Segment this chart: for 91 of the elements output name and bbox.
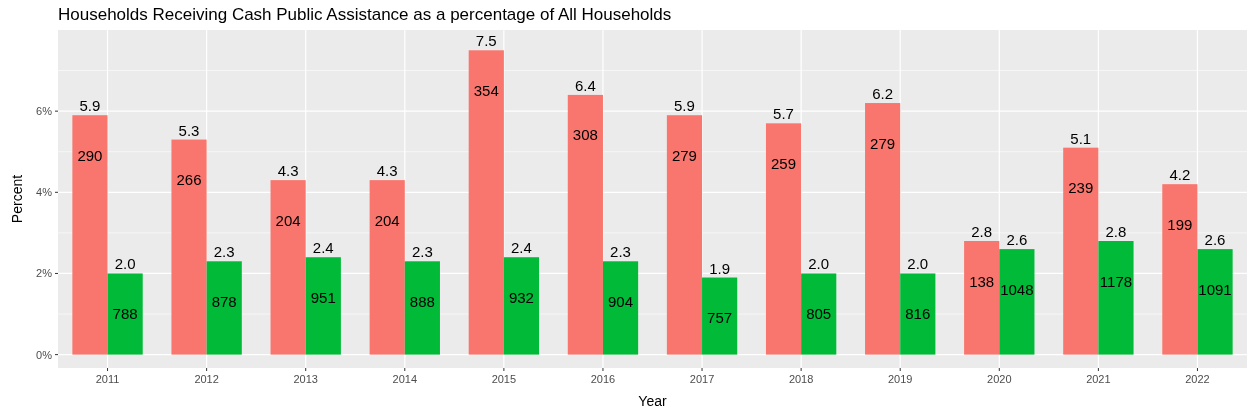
x-axis-title: Year: [638, 393, 667, 409]
annotation: 279: [671, 146, 697, 164]
data-label: 4.2: [1169, 166, 1191, 184]
x-tick-label: 2012: [194, 373, 219, 385]
data-label: 5.9: [674, 97, 695, 115]
bar: [801, 273, 837, 355]
annotation: 259: [771, 154, 797, 172]
x-tick-label: 2015: [491, 373, 517, 385]
annotation: 1048: [1000, 280, 1034, 298]
x-tick-label: 2016: [590, 373, 616, 385]
x-tick-label: 2017: [689, 373, 715, 385]
y-axis-title: Percent: [9, 174, 25, 224]
chart-title: Households Receiving Cash Public Assistance as a percentage of All Households: [58, 5, 672, 24]
bar: [1063, 147, 1099, 355]
bar: [206, 261, 242, 355]
data-label: 5.1: [1070, 129, 1092, 147]
bar: [999, 249, 1035, 355]
annotation: 757: [707, 309, 733, 327]
bar: [865, 103, 901, 355]
x-tick-label: 2018: [788, 373, 814, 385]
bar: [369, 180, 405, 355]
bar: [468, 50, 504, 355]
y-tick-label: 4%: [36, 186, 53, 199]
x-tick-label: 2013: [293, 373, 318, 385]
data-label: 5.7: [773, 105, 794, 123]
bar: [270, 180, 306, 355]
data-label: 6.4: [574, 76, 596, 94]
x-tick-label: 2020: [987, 373, 1012, 385]
bar: [1162, 184, 1198, 355]
bar: [964, 241, 1000, 355]
data-label: 2.0: [808, 255, 830, 273]
bar: [702, 277, 738, 355]
annotation: 951: [310, 288, 336, 306]
annotation: 204: [374, 211, 400, 229]
data-label: 7.5: [475, 32, 497, 50]
bar: [900, 273, 936, 355]
annotation: 816: [905, 305, 931, 323]
annotation: 266: [176, 171, 202, 189]
x-tick-label: 2022: [1185, 373, 1210, 385]
x-tick-label: 2011: [95, 373, 120, 385]
bar: [72, 115, 108, 355]
data-label: 5.9: [79, 97, 101, 115]
annotation: 279: [870, 134, 896, 152]
bar: [305, 257, 341, 355]
bar: [1197, 249, 1233, 355]
annotation: 878: [211, 292, 237, 310]
x-tick-label: 2019: [887, 373, 913, 385]
data-label: 2.6: [1204, 231, 1226, 249]
data-label: 5.3: [178, 121, 200, 139]
annotation: 805: [806, 305, 832, 323]
annotation: 888: [409, 292, 435, 310]
data-label: 4.3: [376, 162, 398, 180]
bar: [171, 139, 207, 355]
bar: [567, 94, 603, 355]
data-label: 2.3: [411, 243, 433, 261]
data-label: 2.3: [610, 243, 631, 261]
annotation: 904: [608, 292, 634, 310]
data-label: 2.0: [907, 255, 929, 273]
data-label: 1.9: [709, 259, 731, 277]
annotation: 354: [473, 81, 499, 99]
annotation: 932: [508, 288, 534, 306]
annotation: 788: [112, 305, 138, 323]
annotation: 290: [77, 146, 103, 164]
data-label: 2.6: [1006, 231, 1028, 249]
annotation: 199: [1167, 215, 1193, 233]
data-label: 2.0: [114, 255, 136, 273]
data-label: 2.4: [312, 239, 334, 257]
annotation: 239: [1068, 179, 1094, 197]
annotation: 1091: [1198, 280, 1232, 298]
bar: [666, 115, 703, 355]
data-label: 2.3: [213, 243, 235, 261]
bar: [404, 261, 440, 355]
data-label: 2.8: [1105, 223, 1127, 240]
data-label: 6.2: [872, 85, 894, 103]
x-tick-label: 2014: [392, 373, 418, 385]
bar: [765, 123, 802, 355]
bar: [1098, 241, 1134, 355]
x-tick-label: 2021: [1086, 373, 1111, 385]
annotation: 308: [572, 126, 598, 144]
y-tick-label: 0%: [36, 348, 53, 361]
bar: [107, 273, 143, 355]
data-label: 2.4: [511, 239, 532, 257]
data-label: 2.8: [971, 223, 993, 240]
y-tick-label: 6%: [36, 105, 53, 118]
annotation: 138: [969, 272, 995, 290]
data-label: 4.3: [277, 162, 299, 180]
bar: [503, 257, 540, 355]
annotation: 1178: [1099, 272, 1133, 290]
annotation: 204: [275, 211, 301, 229]
bar: [602, 261, 639, 355]
y-tick-label: 2%: [36, 267, 53, 280]
